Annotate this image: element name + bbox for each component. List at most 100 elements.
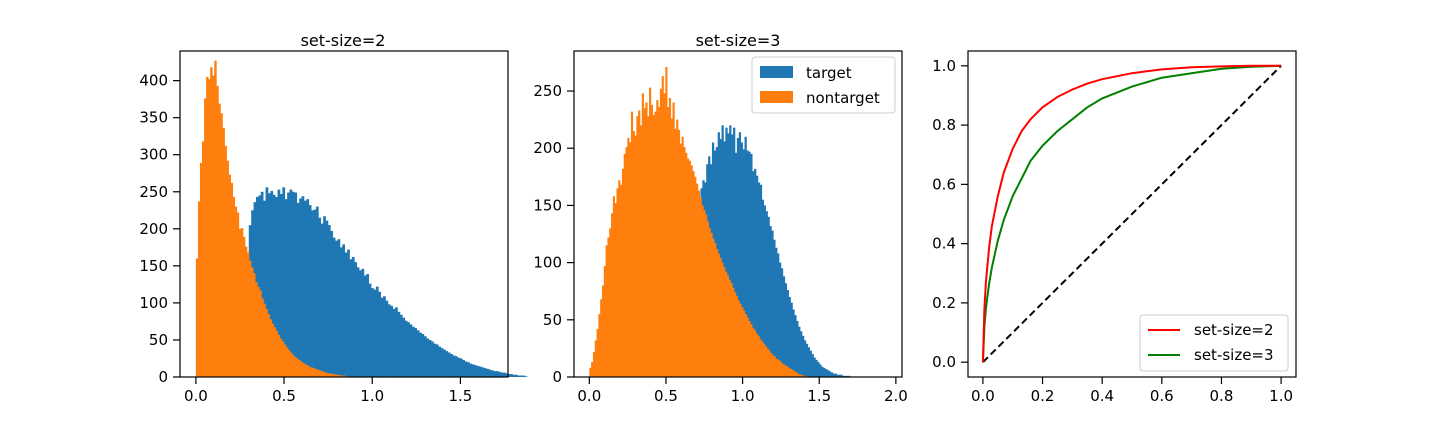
histogram-bar-nontarget [659, 88, 663, 377]
histogram-bar-nontarget [263, 303, 266, 377]
title-set-size-2: set-size=2 [301, 31, 386, 50]
histogram-bar-nontarget [658, 107, 661, 377]
histogram-bar-target [335, 240, 338, 377]
histogram-bar-target [421, 334, 425, 377]
histogram-bar-target [272, 194, 276, 377]
histogram-bar-target [419, 332, 422, 377]
histogram-bar-nontarget [791, 370, 795, 377]
histogram-bar-target [759, 184, 763, 377]
legend-swatch-target [760, 66, 793, 78]
histogram-bar-target [447, 352, 451, 377]
x-tick-label: 1.0 [731, 387, 755, 405]
histogram-bar-target [339, 247, 343, 377]
histogram-bar-target [826, 370, 830, 377]
histogram-bar-target [282, 187, 286, 377]
histogram-bar-nontarget [784, 365, 787, 377]
histogram-bar-nontarget [592, 351, 596, 377]
histogram-bar-nontarget [616, 188, 619, 377]
histogram-bar-target [779, 262, 782, 377]
histogram-bar-target [805, 343, 809, 377]
histogram-bar-target [792, 309, 795, 377]
y-tick-label: 200 [139, 220, 168, 238]
histogram-bar-nontarget [287, 350, 291, 377]
histogram-bar-target [387, 304, 391, 377]
histogram-bar-target [368, 283, 372, 377]
histogram-bar-target [378, 291, 382, 377]
x-tick-label: 1.5 [807, 387, 831, 405]
histogram-bar-nontarget [612, 196, 615, 377]
histogram-bar-target [363, 275, 367, 377]
roc-lines [981, 64, 1282, 363]
y-tick-label: 100 [533, 254, 562, 272]
histogram-bar-nontarget [697, 190, 701, 377]
histogram-bar-target [258, 195, 262, 377]
histogram-bar-nontarget [670, 118, 673, 377]
histogram-bar-target [809, 350, 812, 377]
y-tick-label: 50 [543, 311, 562, 329]
histogram-bar-target [813, 357, 816, 377]
histogram-bar-nontarget [800, 374, 804, 377]
histogram-bar-target [734, 152, 738, 377]
histogram-bar-nontarget [214, 60, 217, 378]
histogram-bar-nontarget [728, 279, 731, 377]
bars-set-size-3 [589, 67, 851, 377]
histogram-bar-target [803, 340, 807, 377]
histogram-bar-nontarget [220, 113, 223, 378]
histogram-bar-nontarget [273, 327, 276, 377]
histogram-bar-nontarget [645, 102, 648, 377]
histogram-bar-target [315, 206, 319, 377]
histogram-bar-target [452, 355, 456, 377]
histogram-bar-target [491, 370, 494, 377]
histogram-bar-nontarget [244, 246, 248, 377]
histogram-bar-nontarget [634, 135, 637, 377]
histogram-bar-target [303, 200, 307, 377]
histogram-bar-nontarget [795, 372, 798, 377]
histogram-bar-target [823, 367, 826, 377]
histogram-bar-nontarget [259, 290, 262, 377]
histogram-bar-nontarget [224, 145, 227, 377]
histogram-bar-nontarget [594, 340, 597, 377]
histogram-bar-nontarget [750, 324, 753, 377]
histogram-bar-target [260, 191, 264, 377]
histogram-set-size-2: set-size=2 0.0 0.5 1.0 1.5 0 50 100 150 200 250 30… [139, 31, 528, 405]
histogram-bar-target [332, 237, 336, 377]
histogram-bar-target [524, 376, 528, 377]
histogram-bar-target [517, 375, 521, 377]
histogram-bar-nontarget [764, 346, 767, 377]
histogram-bar-nontarget [759, 339, 762, 377]
histogram-bar-nontarget [202, 141, 205, 377]
histogram-bar-target [769, 226, 772, 377]
histogram-bar-target [390, 305, 394, 377]
histogram-bar-target [815, 359, 818, 377]
y-tick-label: 400 [139, 72, 168, 90]
histogram-bar-target [373, 289, 377, 377]
histogram-bar-nontarget [797, 373, 800, 377]
x-tick-label: 0.6 [1150, 387, 1174, 405]
histogram-bar-nontarget [238, 228, 242, 377]
histogram-bar-target [301, 196, 305, 377]
histogram-bar-target [383, 296, 386, 377]
x-tick-label: 1.5 [448, 387, 472, 405]
histogram-bar-target [479, 366, 482, 377]
histogram-bar-nontarget [609, 228, 612, 377]
histogram-bar-target [738, 132, 742, 377]
legend-swatch-nontarget [760, 91, 793, 103]
histogram-bar-target [296, 202, 300, 377]
histogram-bar-target [380, 297, 384, 377]
histogram-bar-target [431, 341, 434, 377]
histogram-bar-target [467, 362, 470, 377]
histogram-bar-target [330, 231, 334, 377]
histogram-bar-nontarget [236, 212, 240, 377]
histogram-bar-nontarget [228, 174, 231, 377]
histogram-bar-nontarget [741, 307, 744, 377]
histogram-bar-nontarget [232, 196, 236, 377]
histogram-bar-nontarget [208, 79, 211, 378]
y-tick-label: 0.0 [932, 353, 956, 371]
histogram-bar-target [790, 302, 793, 377]
histogram-bar-nontarget [337, 374, 340, 377]
histogram-bar-nontarget [649, 87, 652, 377]
histogram-bar-target [838, 374, 841, 377]
histogram-bar-target [435, 344, 439, 377]
frame-set-size-2 [179, 50, 509, 378]
